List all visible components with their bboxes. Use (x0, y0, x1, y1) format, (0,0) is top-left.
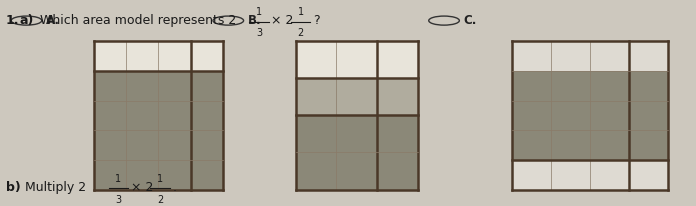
Text: 2: 2 (157, 195, 163, 205)
Bar (159, 71, 191, 101)
Bar (512, 101, 551, 130)
Bar (590, 41, 629, 71)
Bar (551, 71, 590, 101)
Text: B.: B. (248, 14, 262, 27)
Bar (590, 160, 629, 190)
Bar (512, 160, 551, 190)
Text: .: . (173, 181, 177, 194)
Bar (159, 41, 191, 71)
Bar (512, 41, 551, 71)
Bar (94, 41, 126, 71)
Bar (377, 152, 418, 190)
Bar (191, 41, 223, 71)
Bar (590, 101, 629, 130)
Text: Multiply 2: Multiply 2 (25, 181, 86, 194)
Text: 3: 3 (256, 28, 262, 38)
Bar (94, 101, 126, 130)
Bar (377, 78, 418, 115)
Bar (126, 101, 159, 130)
Text: Which area model represents 2: Which area model represents 2 (40, 14, 237, 27)
Bar (126, 71, 159, 101)
Text: × 2: × 2 (131, 181, 153, 194)
Bar (126, 41, 159, 71)
Bar (551, 41, 590, 71)
Text: A.: A. (46, 14, 60, 27)
Bar (629, 160, 668, 190)
Bar (551, 101, 590, 130)
Bar (629, 41, 668, 71)
Bar (590, 71, 629, 101)
Bar (159, 101, 191, 130)
Bar (629, 71, 668, 101)
Bar (94, 160, 126, 190)
Bar (159, 130, 191, 160)
Text: b): b) (6, 181, 20, 194)
Bar (629, 130, 668, 160)
Text: 3: 3 (116, 195, 121, 205)
Bar (191, 101, 223, 130)
Bar (191, 71, 223, 101)
Bar (336, 41, 377, 78)
Text: × 2: × 2 (271, 14, 294, 27)
Bar (590, 130, 629, 160)
Text: a): a) (19, 14, 34, 27)
Text: 1: 1 (116, 174, 121, 184)
Text: 2: 2 (298, 28, 303, 38)
Text: C.: C. (464, 14, 477, 27)
Bar (551, 130, 590, 160)
Bar (512, 71, 551, 101)
Bar (191, 130, 223, 160)
Bar (551, 160, 590, 190)
Bar (336, 115, 377, 152)
Bar (296, 152, 336, 190)
Text: 1: 1 (157, 174, 163, 184)
Bar (629, 101, 668, 130)
Bar (296, 41, 336, 78)
Text: 1.: 1. (6, 14, 19, 27)
Bar (512, 130, 551, 160)
Bar (94, 71, 126, 101)
Text: 1: 1 (256, 7, 262, 17)
Bar (191, 160, 223, 190)
Bar (377, 41, 418, 78)
Bar (94, 130, 126, 160)
Text: 1: 1 (298, 7, 303, 17)
Bar (296, 115, 336, 152)
Bar (336, 78, 377, 115)
Text: ?: ? (313, 14, 320, 27)
Bar (377, 115, 418, 152)
Bar (126, 130, 159, 160)
Bar (336, 152, 377, 190)
Bar (296, 78, 336, 115)
Bar (126, 160, 159, 190)
Bar (159, 160, 191, 190)
